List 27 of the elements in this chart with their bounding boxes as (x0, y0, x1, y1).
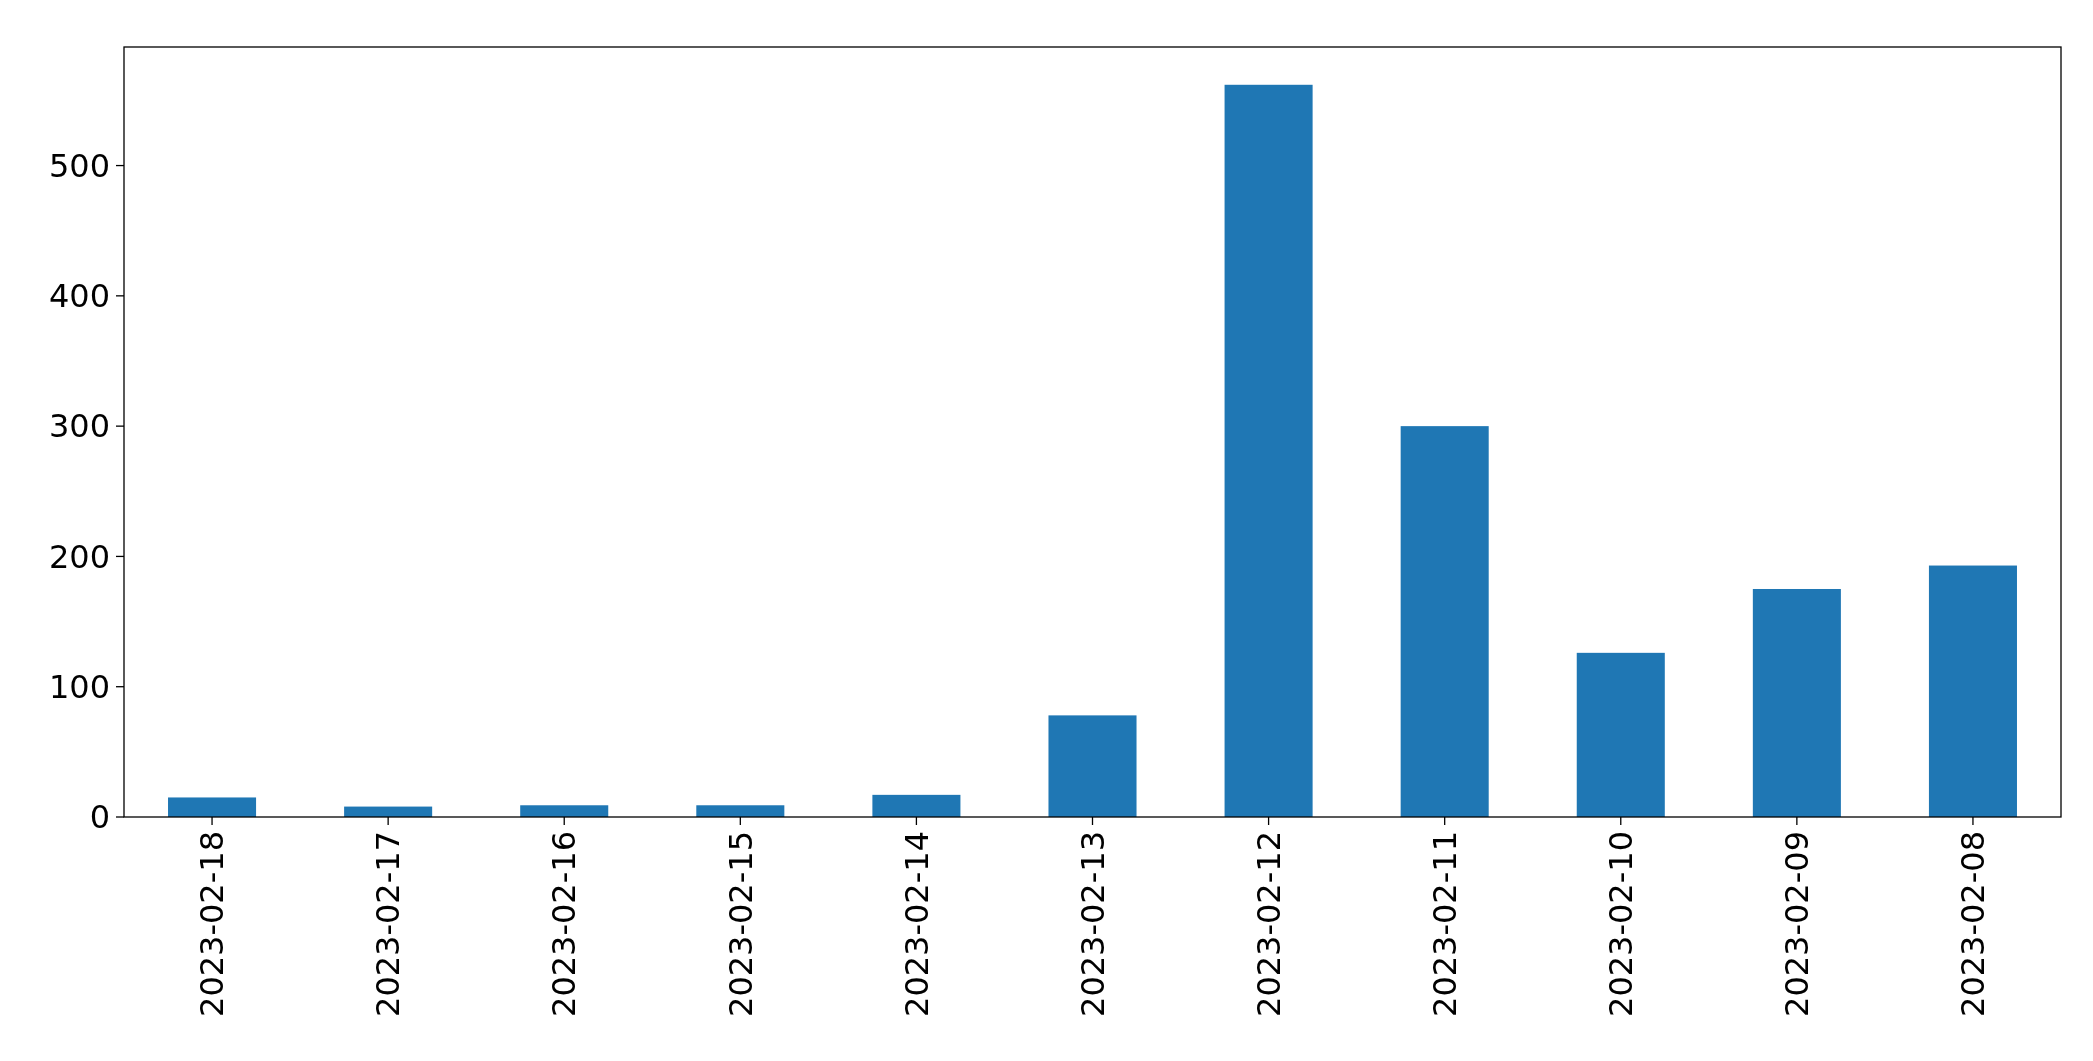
y-tick-label: 400 (48, 277, 110, 316)
x-tick-label: 2023-02-08 (1954, 831, 1993, 1017)
x-tick-label: 2023-02-12 (1249, 831, 1288, 1017)
bar (168, 797, 257, 817)
bar (520, 805, 609, 817)
bar (1752, 589, 1841, 817)
y-tick-label: 500 (48, 146, 110, 185)
y-tick-label: 200 (48, 537, 110, 576)
x-tick-label: 2023-02-14 (897, 831, 936, 1017)
x-tick-label: 2023-02-09 (1778, 831, 1817, 1017)
x-tick-label: 2023-02-11 (1425, 831, 1464, 1017)
bar (872, 794, 961, 817)
bar (1224, 84, 1313, 817)
bar (696, 805, 785, 817)
x-tick-label: 2023-02-15 (721, 831, 760, 1017)
y-tick-label: 300 (48, 407, 110, 446)
x-tick-label: 2023-02-13 (1073, 831, 1112, 1017)
x-tick-label: 2023-02-17 (369, 831, 408, 1017)
bar (1400, 426, 1489, 817)
bar (1048, 715, 1137, 817)
x-tick-label: 2023-02-18 (193, 831, 232, 1017)
y-tick-label: 0 (89, 798, 110, 837)
bar (1576, 652, 1665, 817)
x-tick-label: 2023-02-10 (1601, 831, 1640, 1017)
bar (1928, 565, 2017, 817)
x-tick-label: 2023-02-16 (545, 831, 584, 1017)
y-tick-label: 100 (48, 667, 110, 706)
